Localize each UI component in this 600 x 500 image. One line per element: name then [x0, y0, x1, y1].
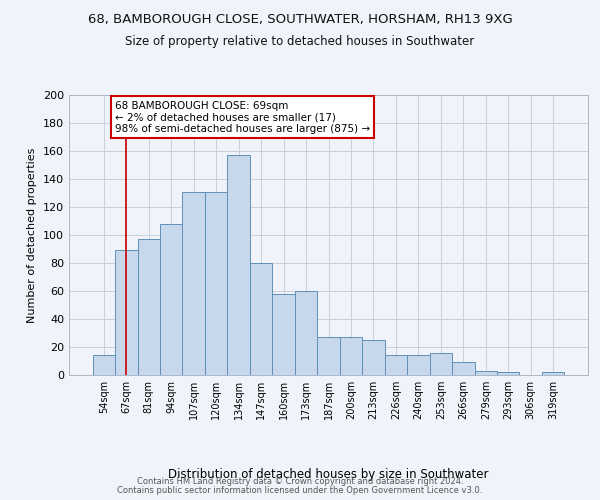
Bar	[137, 239, 160, 375]
Bar	[475, 371, 497, 375]
Bar	[182, 192, 205, 375]
Bar	[92, 356, 115, 375]
Bar	[340, 337, 362, 375]
Bar	[272, 294, 295, 375]
Bar	[160, 224, 182, 375]
Bar	[452, 362, 475, 375]
Bar	[497, 372, 520, 375]
Bar	[115, 250, 137, 375]
Text: Size of property relative to detached houses in Southwater: Size of property relative to detached ho…	[125, 35, 475, 48]
Bar	[317, 337, 340, 375]
Bar	[295, 291, 317, 375]
Y-axis label: Number of detached properties: Number of detached properties	[28, 148, 37, 322]
Bar	[385, 356, 407, 375]
Bar	[205, 192, 227, 375]
Bar	[250, 263, 272, 375]
Text: 68 BAMBOROUGH CLOSE: 69sqm
← 2% of detached houses are smaller (17)
98% of semi-: 68 BAMBOROUGH CLOSE: 69sqm ← 2% of detac…	[115, 100, 370, 134]
Bar	[407, 356, 430, 375]
X-axis label: Distribution of detached houses by size in Southwater: Distribution of detached houses by size …	[168, 468, 489, 481]
Bar	[227, 155, 250, 375]
Bar	[542, 372, 565, 375]
Text: Contains HM Land Registry data © Crown copyright and database right 2024.: Contains HM Land Registry data © Crown c…	[137, 477, 463, 486]
Text: 68, BAMBOROUGH CLOSE, SOUTHWATER, HORSHAM, RH13 9XG: 68, BAMBOROUGH CLOSE, SOUTHWATER, HORSHA…	[88, 12, 512, 26]
Bar	[362, 340, 385, 375]
Bar	[430, 352, 452, 375]
Text: Contains public sector information licensed under the Open Government Licence v3: Contains public sector information licen…	[118, 486, 482, 495]
